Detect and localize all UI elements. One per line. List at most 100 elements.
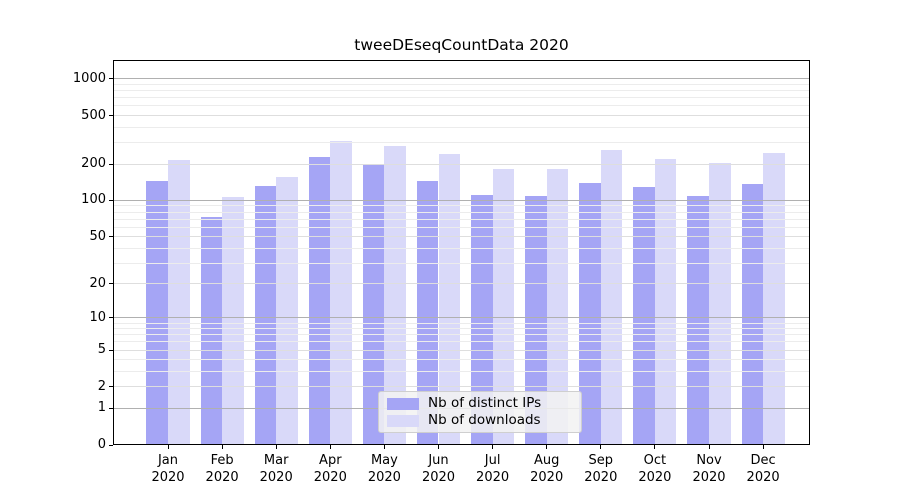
gridline-2 <box>113 386 810 388</box>
x-tick-year: 2020 <box>530 470 564 485</box>
x-tick-year: 2020 <box>476 470 510 485</box>
x-tick-label-oct: Oct 2020 <box>628 452 682 486</box>
gridline-5 <box>113 349 810 351</box>
x-tick-year: 2020 <box>692 470 726 485</box>
gridline-7 <box>113 334 810 336</box>
gridline-40 <box>113 247 810 249</box>
bar-mar-ips <box>254 185 277 445</box>
bar-oct-ips <box>633 186 655 445</box>
y-tick-label-100: 100 <box>81 192 106 208</box>
x-tick-label-may: May 2020 <box>357 452 411 486</box>
x-tick-year: 2020 <box>313 470 347 485</box>
x-tick-mark-sep <box>600 445 602 449</box>
legend-label-downloads: Nb of downloads <box>428 412 541 428</box>
bar-jan-downloads <box>168 159 190 445</box>
y-tick-label-1: 1 <box>97 400 106 416</box>
x-tick-month: Oct <box>643 453 667 468</box>
legend-item-downloads: Nb of downloads <box>387 413 581 428</box>
gridline-400 <box>113 126 810 128</box>
gridline-200 <box>113 163 810 165</box>
x-tick-month: Jul <box>484 453 501 468</box>
gridline-800 <box>113 90 810 92</box>
x-tick-year: 2020 <box>421 470 456 485</box>
y-tick-mark-500 <box>109 115 113 117</box>
bar-aug-ips <box>525 196 547 445</box>
gridline-300 <box>113 142 810 144</box>
gridline-90 <box>113 205 810 207</box>
y-tick-label-5: 5 <box>97 342 106 358</box>
x-tick-label-dec: Dec 2020 <box>736 452 790 486</box>
bar-jul-downloads <box>492 168 515 445</box>
bar-nov-ips <box>687 195 709 445</box>
gridline-900 <box>113 84 810 86</box>
gridline-100 <box>113 199 810 201</box>
y-tick-label-500: 500 <box>81 107 106 123</box>
x-tick-mark-dec <box>762 445 764 449</box>
gridline-500 <box>113 115 810 117</box>
y-tick-mark-50 <box>109 236 113 238</box>
x-tick-label-apr: Apr 2020 <box>303 452 357 486</box>
x-tick-year: 2020 <box>638 470 672 485</box>
bar-apr-downloads <box>330 140 352 445</box>
x-tick-year: 2020 <box>259 470 293 485</box>
legend: Nb of distinct IPs Nb of downloads <box>378 391 582 433</box>
x-tick-mark-aug <box>546 445 548 449</box>
gridline-3 <box>113 371 810 373</box>
x-tick-label-jul: Jul 2020 <box>466 452 520 486</box>
gridline-8 <box>113 328 810 330</box>
gridline-4 <box>113 359 810 361</box>
chart-title: tweeDEseqCountData 2020 <box>354 36 569 54</box>
x-tick-year: 2020 <box>584 470 618 485</box>
x-tick-year: 2020 <box>367 470 401 485</box>
legend-label-distinct-ips: Nb of distinct IPs <box>428 395 542 411</box>
y-tick-mark-0 <box>109 444 113 446</box>
bar-jul-ips <box>471 195 493 445</box>
gridline-50 <box>113 236 810 238</box>
y-tick-label-0: 0 <box>97 437 106 452</box>
bar-jan-ips <box>146 180 168 445</box>
legend-swatch-distinct-ips <box>387 397 419 410</box>
x-tick-mark-jul <box>492 445 494 449</box>
x-tick-label-jan: Jan 2020 <box>141 452 195 486</box>
x-tick-mark-nov <box>708 445 710 449</box>
y-tick-mark-1000 <box>109 78 113 80</box>
bar-mar-downloads <box>276 177 298 445</box>
x-tick-month: Jun <box>428 453 449 468</box>
x-tick-year: 2020 <box>746 470 780 485</box>
bar-jun-ips <box>416 180 439 445</box>
x-tick-mark-may <box>383 445 385 449</box>
bar-nov-downloads <box>709 163 731 445</box>
x-tick-mark-mar <box>275 445 277 449</box>
gridline-80 <box>113 211 810 213</box>
y-tick-label-50: 50 <box>89 228 106 244</box>
gridline-30 <box>113 262 810 264</box>
bar-sep-downloads <box>600 149 623 445</box>
x-tick-year: 2020 <box>205 470 239 485</box>
x-tick-month: Mar <box>263 453 289 468</box>
bar-feb-ips <box>200 216 223 445</box>
gridline-1000 <box>113 78 810 80</box>
x-tick-month: Sep <box>588 453 614 468</box>
legend-swatch-downloads <box>387 414 419 427</box>
x-tick-label-mar: Mar 2020 <box>249 452 303 486</box>
x-tick-month: Nov <box>696 453 722 468</box>
gridline-600 <box>113 105 810 107</box>
x-tick-label-sep: Sep 2020 <box>574 452 628 486</box>
y-tick-mark-100 <box>109 199 113 201</box>
legend-item-distinct-ips: Nb of distinct IPs <box>387 396 581 411</box>
gridline-700 <box>113 97 810 99</box>
bar-feb-downloads <box>222 196 244 445</box>
y-tick-mark-5 <box>109 349 113 351</box>
x-tick-month: Apr <box>319 453 342 468</box>
x-tick-mark-apr <box>329 445 331 449</box>
x-tick-mark-jan <box>167 445 169 449</box>
bar-oct-downloads <box>654 158 677 445</box>
x-tick-label-jun: Jun 2020 <box>412 452 466 486</box>
bar-apr-ips <box>308 157 331 445</box>
x-tick-label-feb: Feb 2020 <box>195 452 249 486</box>
gridline-60 <box>113 226 810 228</box>
y-tick-label-200: 200 <box>81 156 106 171</box>
bar-may-ips <box>362 164 385 445</box>
x-tick-month: Jan <box>157 453 179 468</box>
